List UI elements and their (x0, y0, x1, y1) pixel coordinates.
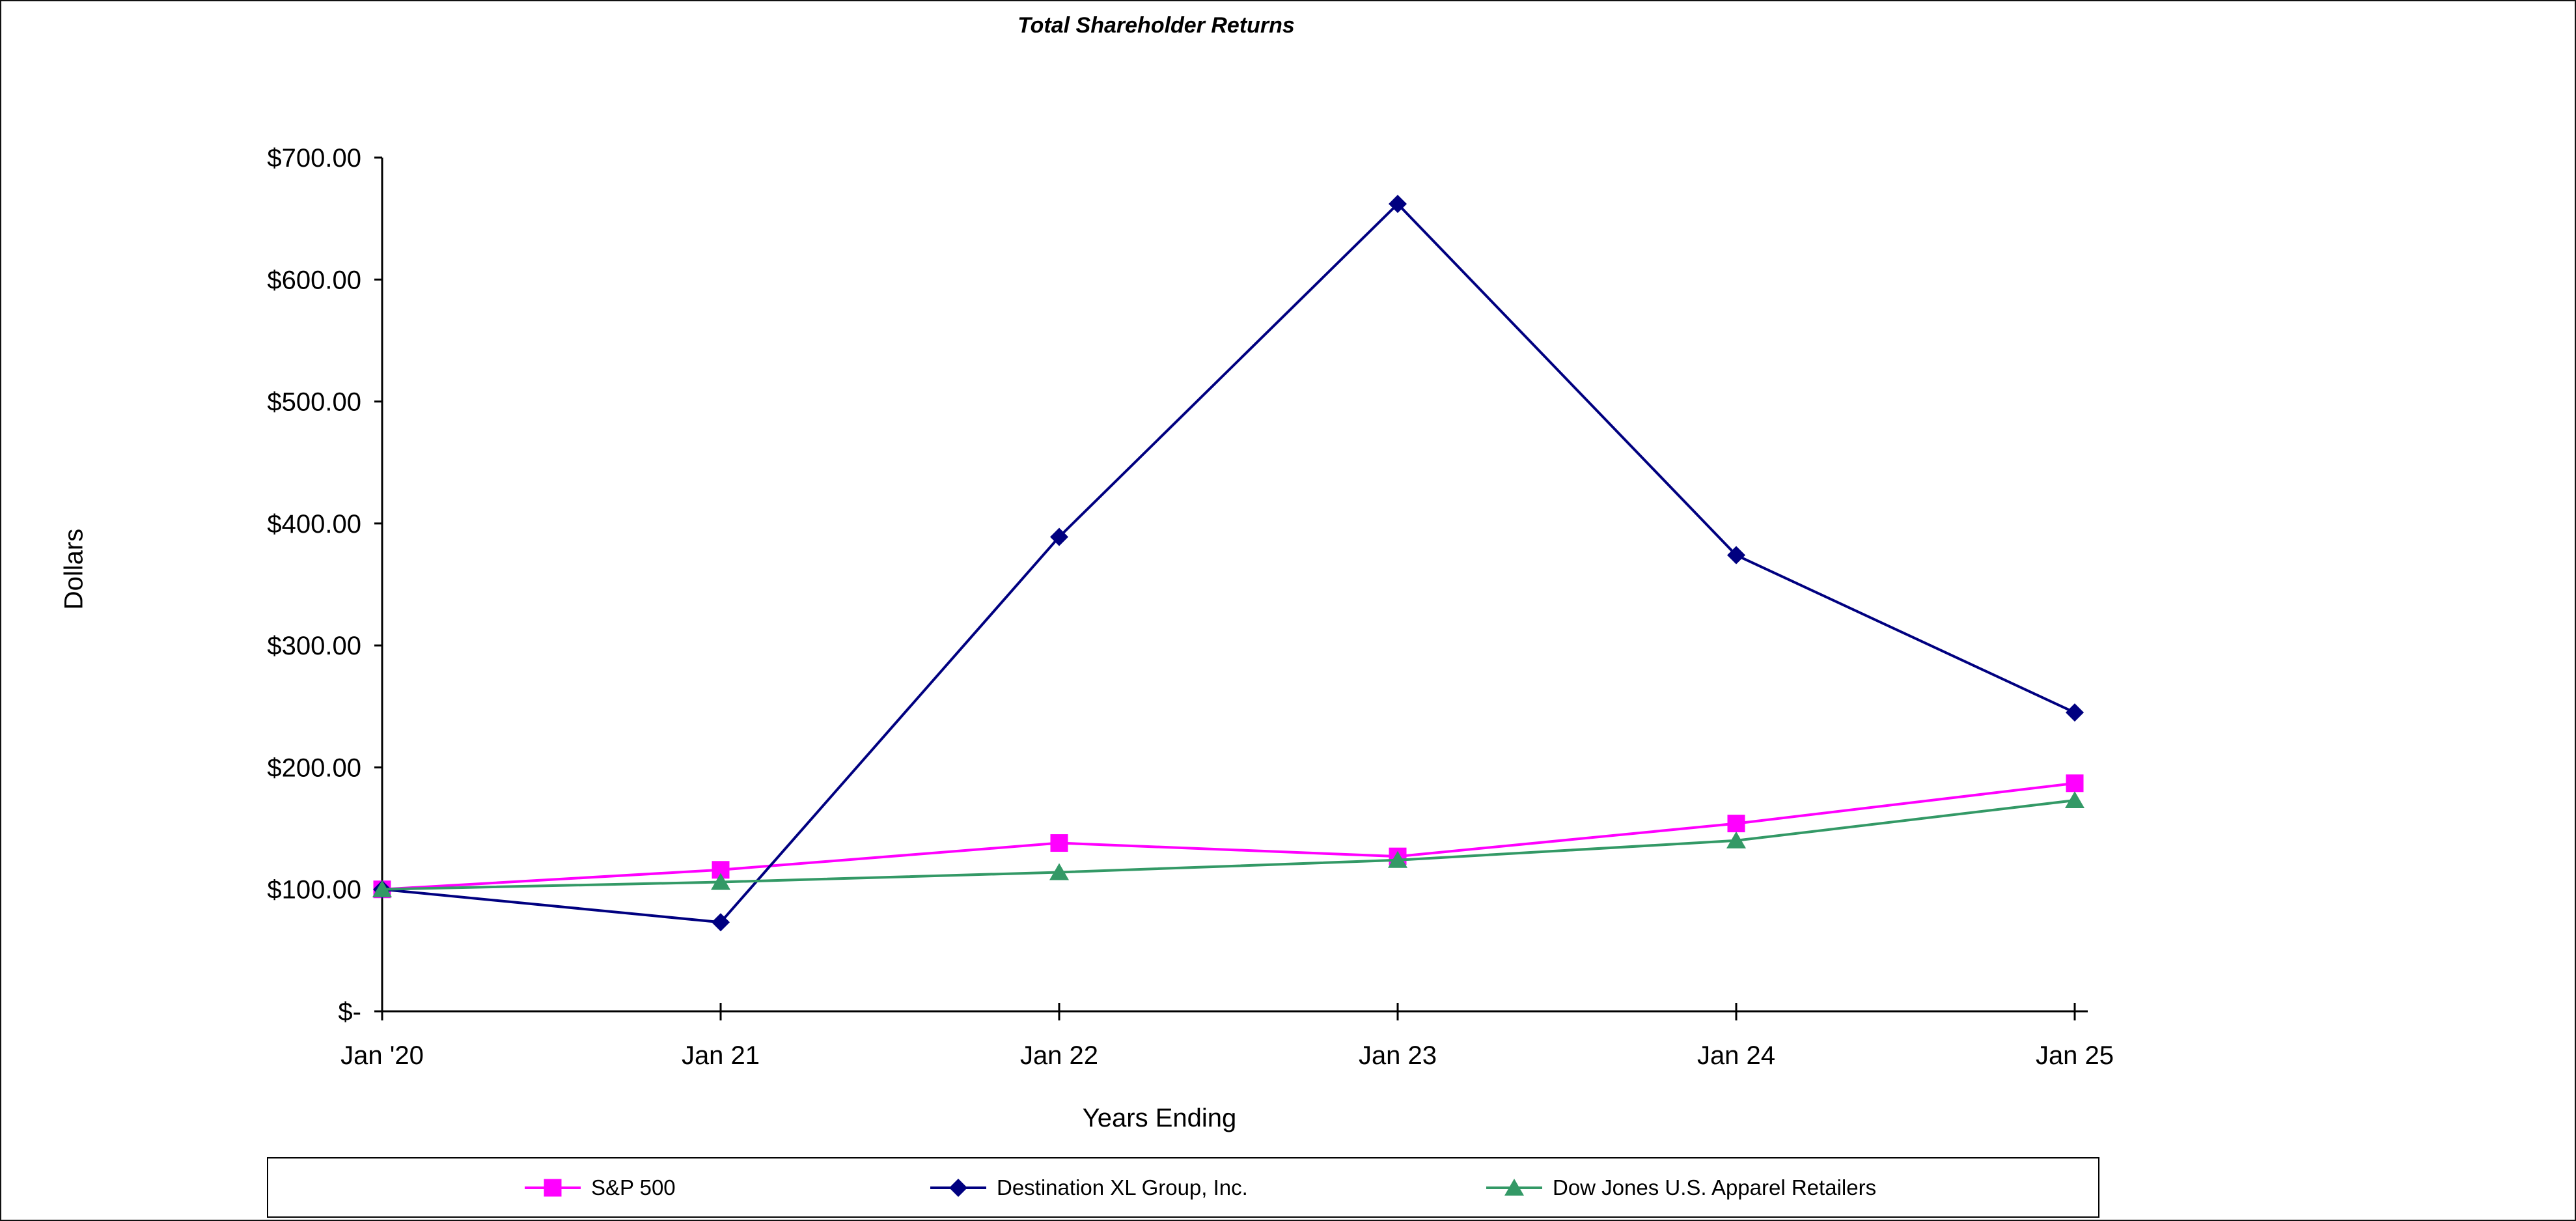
x-tick-label: Jan 25 (2036, 1041, 2114, 1070)
legend-entry-dowjones: Dow Jones U.S. Apparel Retailers (1486, 1158, 1876, 1216)
x-tick-label: Jan 22 (1020, 1041, 1098, 1070)
legend-entry-dxl: Destination XL Group, Inc. (930, 1158, 1248, 1216)
series-dow-jones-u-s-apparel-retailers (372, 791, 2084, 897)
series-line (381, 781, 2075, 891)
x-tick-label: Jan '20 (340, 1041, 424, 1070)
x-tick-label: Jan 23 (1359, 1041, 1437, 1070)
marker-triangle (2065, 791, 2084, 808)
marker-diamond (949, 1178, 967, 1197)
x-axis-title: Years Ending (1082, 1104, 1237, 1132)
legend-label: Destination XL Group, Inc. (997, 1175, 1248, 1200)
y-tick-label: $300.00 (267, 632, 361, 660)
series-destination-xl-group-inc- (373, 195, 2084, 932)
marker-triangle (711, 873, 730, 890)
series-line (381, 799, 2075, 891)
marker-diamond (2066, 703, 2084, 722)
marker-diamond (1050, 527, 1068, 546)
y-tick-label: $100.00 (267, 876, 361, 905)
y-tick-label: $500.00 (267, 388, 361, 417)
marker-diamond (712, 913, 730, 932)
marker-square (1727, 815, 1745, 833)
series-line (381, 202, 2075, 924)
legend-entry-sp500: S&P 500 (525, 1158, 676, 1216)
legend-label: Dow Jones U.S. Apparel Retailers (1553, 1175, 1877, 1200)
marker-triangle (1504, 1178, 1524, 1196)
legend-key-square-marker (525, 1179, 581, 1196)
marker-diamond (1727, 546, 1745, 565)
marker-square (1050, 834, 1068, 852)
legend-label: S&P 500 (591, 1175, 676, 1200)
legend-box: S&P 500 Destination XL Group, Inc. Dow J… (267, 1157, 2099, 1218)
marker-triangle (1726, 831, 1746, 849)
marker-triangle (372, 880, 392, 897)
legend-key-diamond-marker (930, 1178, 986, 1197)
marker-square (2066, 774, 2084, 793)
x-tick-label: Jan 24 (1697, 1041, 1775, 1070)
y-tick-label: $- (338, 998, 361, 1026)
x-tick-label: Jan 21 (682, 1041, 760, 1070)
marker-triangle (1049, 863, 1069, 880)
legend-key-triangle-marker (1486, 1178, 1542, 1196)
marker-diamond (1389, 195, 1407, 214)
y-tick-label: $200.00 (267, 753, 361, 782)
marker-square (544, 1179, 562, 1196)
chart-title: Total Shareholder Returns (1018, 13, 1295, 38)
y-tick-label: $700.00 (267, 144, 361, 173)
y-tick-label: $600.00 (267, 266, 361, 294)
y-tick-label: $400.00 (267, 510, 361, 539)
marker-triangle (1388, 850, 1407, 868)
series-s-p-500 (373, 774, 2084, 899)
